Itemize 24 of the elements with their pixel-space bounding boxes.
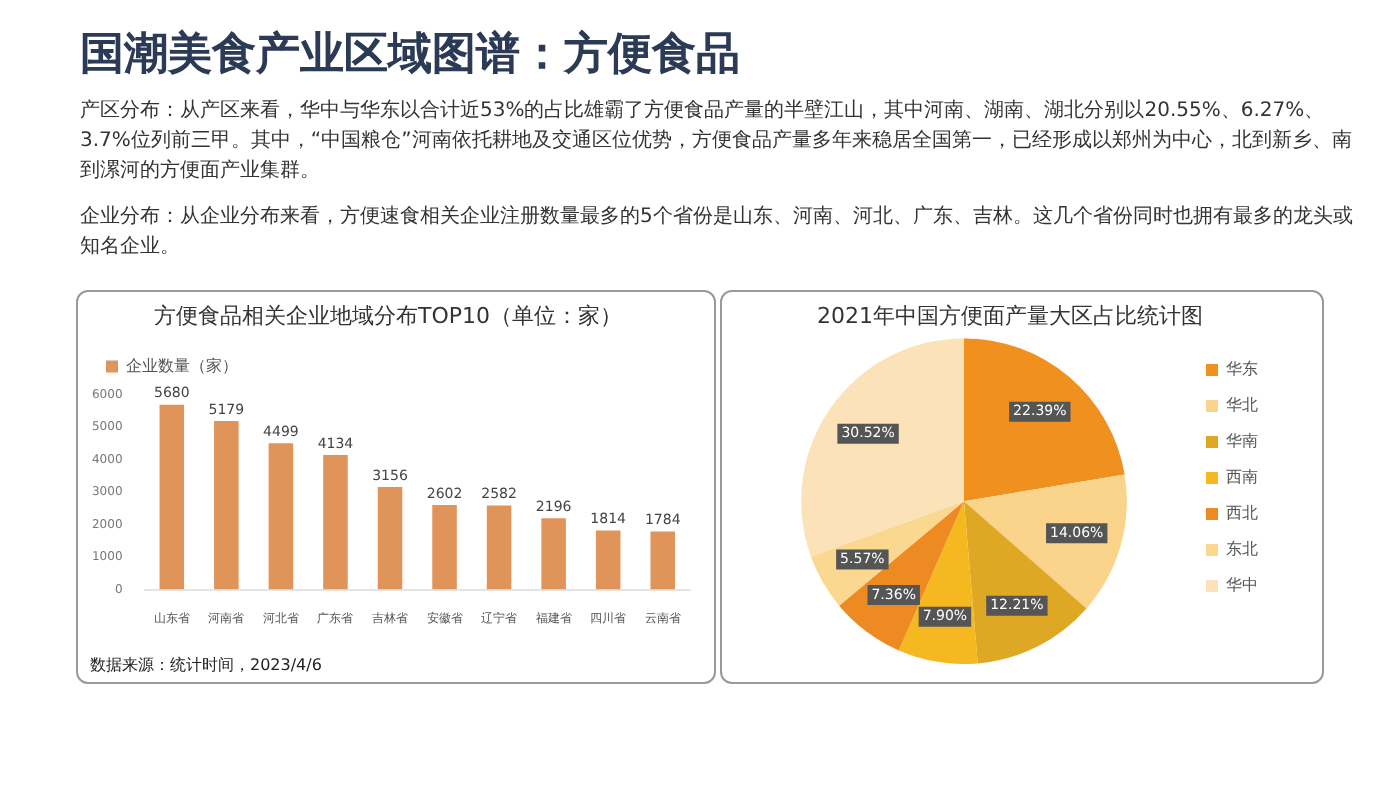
bar [541, 518, 566, 590]
bar [323, 455, 348, 590]
bar [486, 505, 512, 590]
text: 企业分布：从企业分布来看，方便速食相关企业注册数量最多的5个省份是山东、河南、河北、广东、吉林。这几个省份同时也拥有最多的龙头或知名企业。 [80, 203, 1355, 262]
text: 国潮美食产业区域图谱：方便食品 [80, 27, 742, 84]
legend-label: 华南 [1226, 432, 1258, 451]
legend-label: 西北 [1226, 504, 1258, 523]
bar [268, 443, 294, 590]
legend-label: 西南 [1226, 468, 1258, 487]
text: 产区分布：从产区来看，华中与华东以合计近53%的占比雄霸了方便食品产量的半壁江山，其中河南、湖南、湖北分别以20.55%、6.27%、3.7%位列前三甲。其中，“中国粮仓”河南依托耕地及交通区位优势，方便食品产量多年来稳居全国第一，已经形成以郑州为中心，北到新乡、南到漯河的方便面产业集群。 [80, 97, 1354, 186]
source-note: 数据来源：统计时间，2023/4/6 [90, 654, 322, 676]
legend-label: 企业数量（家） [126, 356, 238, 375]
legend-label: 东北 [1226, 540, 1258, 559]
bar [159, 404, 185, 590]
bar [595, 530, 621, 590]
chart-title: 2021年中国方便面产量大区占比统计图 [817, 302, 1203, 329]
legend-label: 华北 [1226, 396, 1258, 415]
bar [650, 531, 675, 590]
legend-label: 华东 [1226, 360, 1258, 379]
bar [214, 421, 239, 590]
legend-label: 华中 [1226, 576, 1258, 595]
bar [432, 504, 457, 590]
chart-title: 方便食品相关企业地域分布TOP10（单位：家） [153, 302, 623, 329]
bar [377, 486, 403, 590]
